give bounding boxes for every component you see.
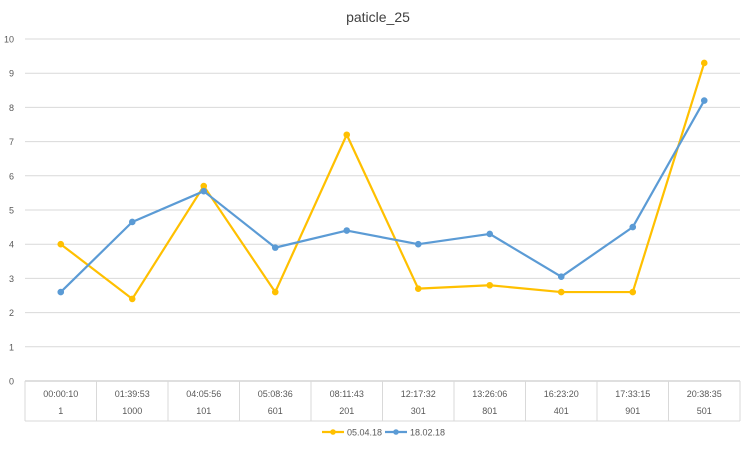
data-point — [557, 288, 565, 296]
series-line-05.04.18 — [59, 61, 706, 301]
legend-label: 18.02.18 — [410, 428, 445, 438]
x-tick-label-time: 01:39:53 — [115, 389, 150, 399]
y-tick-label: 8 — [9, 103, 14, 113]
x-tick-label-id: 1 — [58, 406, 63, 416]
y-tick-label: 6 — [9, 171, 14, 181]
data-point — [700, 97, 708, 104]
data-point — [414, 285, 422, 292]
data-point — [200, 187, 208, 195]
x-tick-label-time: 16:23:20 — [544, 389, 579, 399]
y-tick-label: 7 — [9, 137, 14, 147]
x-tick-label-id: 601 — [268, 406, 283, 416]
data-point — [343, 227, 351, 234]
x-tick-label-time: 20:38:35 — [687, 389, 722, 399]
x-tick-label-id: 201 — [339, 406, 354, 416]
x-tick-label-id: 501 — [697, 406, 712, 416]
y-tick-label: 2 — [9, 308, 14, 318]
x-tick-label-id: 901 — [625, 406, 640, 416]
data-point — [629, 223, 637, 231]
y-tick-label: 0 — [9, 377, 14, 387]
data-point — [128, 218, 136, 226]
x-tick-label-time: 13:26:06 — [472, 389, 507, 399]
data-point — [57, 240, 65, 248]
x-tick-label-time: 17:33:15 — [615, 389, 650, 399]
data-point — [343, 131, 351, 139]
series-line-18.02.18 — [59, 99, 706, 294]
x-tick-label-time: 12:17:32 — [401, 389, 436, 399]
x-tick-label-time: 04:05:56 — [186, 389, 221, 399]
y-tick-label: 3 — [9, 274, 14, 284]
x-tick-label-id: 301 — [411, 406, 426, 416]
data-point — [486, 281, 494, 289]
y-tick-label: 4 — [9, 240, 14, 250]
x-tick-label-id: 1000 — [122, 406, 142, 416]
y-tick-label: 5 — [9, 206, 14, 216]
y-tick-label: 1 — [9, 342, 14, 352]
data-point — [557, 273, 565, 280]
x-tick-label-time: 00:00:10 — [43, 389, 78, 399]
data-point — [414, 240, 422, 248]
chart-title: paticle_25 — [346, 9, 410, 25]
legend-marker — [330, 429, 336, 435]
data-point — [57, 288, 65, 296]
data-point — [271, 244, 279, 251]
data-point — [486, 230, 494, 238]
y-tick-label: 10 — [4, 35, 14, 45]
legend-marker — [393, 429, 399, 435]
legend-label: 05.04.18 — [347, 428, 382, 438]
x-tick-label-id: 801 — [482, 406, 497, 416]
data-point — [271, 288, 279, 296]
x-tick-label-time: 08:11:43 — [330, 389, 364, 399]
data-point — [128, 295, 136, 303]
x-tick-label-id: 101 — [196, 406, 211, 416]
x-tick-label-id: 401 — [554, 406, 569, 416]
data-point — [700, 59, 708, 67]
y-tick-label: 9 — [9, 69, 14, 79]
x-tick-label-time: 05:08:36 — [258, 389, 293, 399]
data-point — [629, 288, 637, 296]
